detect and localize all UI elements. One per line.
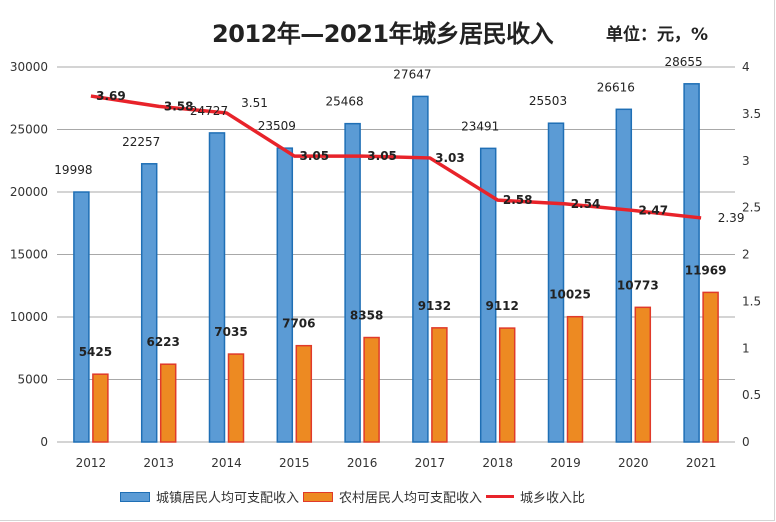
- y-tick-left: 30000: [10, 60, 48, 74]
- data-label-rural: 5425: [79, 345, 112, 359]
- x-tick: 2021: [686, 456, 717, 470]
- data-label-urban: 23491: [461, 119, 499, 133]
- data-label-urban: 22257: [122, 135, 160, 149]
- bar-rural: [92, 373, 109, 443]
- data-label-rural: 10025: [549, 288, 591, 302]
- bar-rural: [295, 344, 313, 443]
- bar-rural: [498, 327, 516, 443]
- y-tick-left: 5000: [17, 373, 48, 387]
- y-tick-right: 0.5: [742, 388, 761, 402]
- y-tick-right: 0: [742, 435, 750, 449]
- data-label-ratio: 3.05: [367, 149, 397, 163]
- x-tick: 2020: [618, 456, 649, 470]
- y-tick-right: 4: [742, 60, 750, 74]
- y-tick-right: 1: [742, 341, 750, 355]
- bar-urban: [683, 83, 700, 443]
- x-tick: 2012: [76, 456, 107, 470]
- data-label-urban: 25503: [529, 94, 567, 108]
- bar-urban: [547, 122, 565, 443]
- legend-item-urban: 城镇居民人均可支配收入: [120, 487, 299, 506]
- data-label-ratio: 3.58: [164, 99, 194, 113]
- legend-label-urban: 城镇居民人均可支配收入: [156, 491, 300, 506]
- bar-urban: [208, 132, 226, 443]
- bar-urban: [276, 147, 294, 443]
- bar-urban: [73, 191, 90, 443]
- y-tick-left: 10000: [10, 310, 48, 324]
- data-label-ratio: 3.69: [96, 89, 126, 103]
- legend-item-rural: 农村居民人均可支配收入: [303, 487, 482, 506]
- bar-urban: [412, 95, 429, 443]
- legend-label-ratio: 城乡收入比: [520, 491, 586, 506]
- data-label-urban: 24727: [190, 104, 228, 118]
- y-tick-left: 20000: [10, 185, 48, 199]
- unit-label: 单位：元，%: [606, 25, 709, 45]
- data-label-urban: 27647: [393, 67, 431, 81]
- ratio-line: [90, 94, 702, 220]
- legend-swatch-rural: [303, 491, 334, 502]
- bar-rural: [431, 327, 448, 443]
- bar-urban: [140, 163, 158, 443]
- y-tick-right: 3.5: [742, 107, 761, 121]
- bar-rural: [363, 336, 380, 443]
- data-label-urban: 25468: [326, 95, 364, 109]
- legend-item-ratio: 城乡收入比: [486, 487, 585, 506]
- y-tick-left: 15000: [10, 248, 48, 262]
- data-label-rural: 10773: [617, 278, 659, 292]
- x-tick: 2017: [415, 456, 446, 470]
- data-label-ratio: 3.05: [299, 149, 329, 163]
- data-label-rural: 9112: [485, 299, 518, 313]
- legend-label-rural: 农村居民人均可支配收入: [339, 491, 483, 506]
- bar-urban: [479, 147, 497, 443]
- data-label-ratio: 2.58: [503, 193, 533, 207]
- data-label-ratio: 2.54: [571, 197, 601, 211]
- legend-swatch-ratio: [486, 495, 515, 498]
- y-tick-left: 25000: [10, 123, 48, 137]
- data-label-rural: 11969: [685, 263, 727, 277]
- data-label-rural: 8358: [350, 309, 383, 323]
- bar-rural: [566, 315, 584, 443]
- x-tick: 2019: [550, 456, 581, 470]
- bar-urban: [344, 122, 361, 443]
- data-label-ratio: 3.03: [435, 151, 465, 165]
- x-tick: 2013: [143, 456, 174, 470]
- bar-rural: [227, 353, 245, 443]
- data-label-rural: 7035: [214, 325, 247, 339]
- y-tick-right: 2.5: [742, 201, 761, 215]
- data-label-urban: 26616: [597, 80, 635, 94]
- y-tick-right: 2: [742, 248, 750, 262]
- legend-swatch-urban: [120, 491, 150, 502]
- data-label-ratio: 2.39: [718, 211, 745, 225]
- data-label-ratio: 2.47: [638, 203, 668, 217]
- bar-rural: [702, 291, 719, 443]
- data-label-rural: 9132: [418, 299, 451, 313]
- y-tick-right: 1.5: [742, 294, 761, 308]
- y-tick-left: 0: [40, 435, 48, 449]
- bar-rural: [634, 306, 652, 443]
- bar-rural: [159, 363, 177, 443]
- x-tick: 2016: [347, 456, 378, 470]
- x-tick: 2018: [482, 456, 513, 470]
- legend: 城镇居民人均可支配收入 农村居民人均可支配收入 城乡收入比: [120, 487, 589, 506]
- data-label-urban: 19998: [54, 163, 92, 177]
- y-tick-right: 3: [742, 154, 750, 168]
- data-label-rural: 6223: [146, 335, 179, 349]
- x-tick: 2015: [279, 456, 310, 470]
- chart-title: 2012年—2021年城乡居民收入: [212, 20, 554, 48]
- bar-urban: [615, 108, 633, 443]
- data-label-urban: 28655: [665, 55, 703, 69]
- data-label-ratio: 3.51: [241, 96, 268, 110]
- data-label-urban: 23509: [258, 119, 296, 133]
- x-tick: 2014: [211, 456, 242, 470]
- data-label-rural: 7706: [282, 317, 315, 331]
